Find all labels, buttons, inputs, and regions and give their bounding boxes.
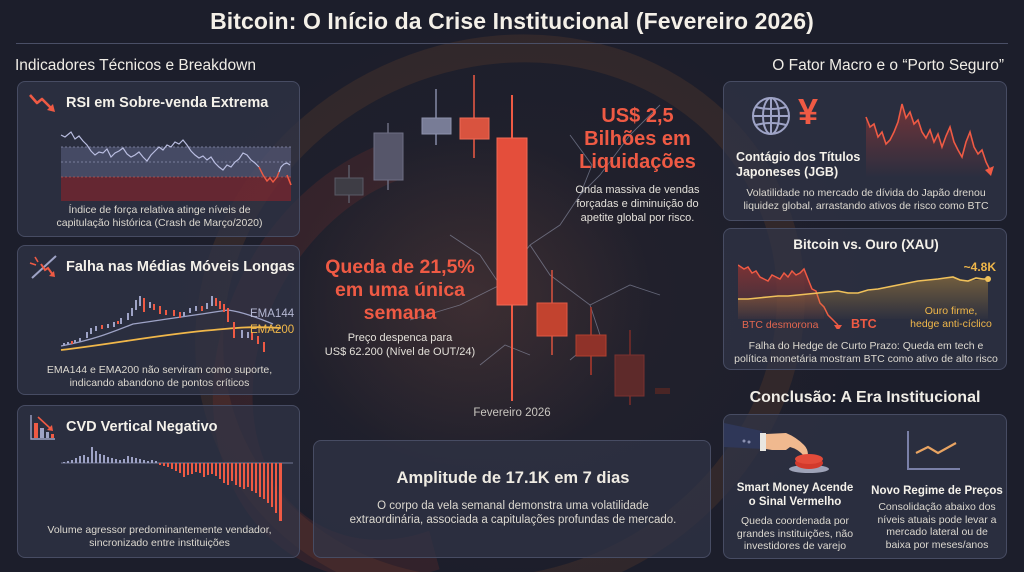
- liquidations-headline: US$ 2,5 Bilhões em Liquidações: [579, 105, 696, 173]
- yen-icon: ¥: [798, 91, 819, 132]
- ema144-label: EMA144: [250, 308, 295, 320]
- smart-money-title: Smart Money Acende o Sinal Vermelho: [736, 482, 854, 508]
- page-title: Bitcoin: O Início da Crise Institucional…: [210, 8, 814, 34]
- jgb-card-title: Contágio dos Títulos Japoneses (JGB): [736, 150, 861, 179]
- ema-card-description: EMA144 e EMA200 não serviram como suport…: [46, 364, 273, 389]
- cvd-histogram: [43, 441, 293, 523]
- broken-line-icon: [28, 254, 60, 280]
- rsi-card-title: RSI em Sobre-venda Extrema: [66, 95, 269, 111]
- ema-card: Falha nas Médias Móveis Longas: [17, 245, 300, 395]
- gold-value-label: ~4.8K: [963, 260, 996, 274]
- ema-candlestick-chart: [43, 288, 293, 356]
- btc-vs-gold-card: Bitcoin vs. Ouro (XAU) ~4.8K BTC desmoro…: [723, 228, 1007, 370]
- btc-vs-gold-chart: [738, 259, 998, 329]
- ema-card-title: Falha nas Médias Móveis Longas: [66, 259, 295, 275]
- btc-line-label: BTC: [851, 317, 877, 331]
- bar-chart-down-icon: [29, 413, 57, 441]
- btc-vs-gold-title: Bitcoin vs. Ouro (XAU): [793, 237, 939, 252]
- amplitude-description: O corpo da vela semanal demonstra uma vo…: [349, 500, 677, 526]
- chart-x-label: Fevereiro 2026: [473, 407, 551, 419]
- weekly-candlestick-chart: [330, 75, 670, 405]
- btc-vs-gold-description: Falha do Hedge de Curto Prazo: Queda em …: [734, 340, 998, 365]
- cvd-card-title: CVD Vertical Negativo: [66, 419, 218, 435]
- conclusion-title: Conclusão: A Era Institucional: [749, 389, 981, 406]
- liquidations-description: Onda massiva de vendas forçadas e diminu…: [575, 184, 700, 224]
- new-regime-title: Novo Regime de Preços: [871, 485, 1003, 497]
- conclusion-card: Smart Money Acende o Sinal Vermelho Qued…: [723, 414, 1007, 559]
- hand-pressing-red-button-icon: [724, 419, 834, 481]
- line-chart-icon: [906, 429, 962, 471]
- ema200-label: EMA200: [250, 324, 295, 336]
- title-divider: [16, 43, 1008, 44]
- jgb-declining-chart: [864, 92, 999, 178]
- new-regime-description: Consolidação abaixo dos níveis atuais po…: [877, 501, 997, 551]
- amplitude-card: Amplitude de 17.1K em 7 dias O corpo da …: [313, 440, 711, 558]
- jgb-card-description: Volatilidade no mercado de dívida do Jap…: [743, 187, 989, 212]
- rsi-card: RSI em Sobre-venda Extrema Índice de for…: [17, 81, 300, 237]
- cvd-card: CVD Vertical Negativo: [17, 405, 300, 558]
- smart-money-description: Queda coordenada por grandes instituiçõe…: [736, 515, 854, 552]
- weekly-drop-description: Preço despenca para US$ 62.200 (Nível de…: [324, 332, 476, 358]
- btc-caption: BTC desmorona: [742, 319, 819, 331]
- rsi-chart: [43, 127, 293, 202]
- left-section-title: Indicadores Técnicos e Breakdown: [15, 57, 256, 74]
- right-section-title: O Fator Macro e o “Porto Seguro”: [772, 57, 1004, 74]
- gold-caption: Ouro firme, hedge anti-cíclico: [910, 305, 992, 330]
- globe-icon: [750, 95, 792, 137]
- cvd-card-description: Volume agressor predominantemente vendad…: [47, 524, 272, 549]
- trend-down-arrow-icon: [28, 92, 58, 114]
- amplitude-title: Amplitude de 17.1K em 7 dias: [396, 469, 630, 487]
- jgb-card: ¥ Contágio dos Títulos Japoneses (JGB) V…: [723, 81, 1007, 221]
- weekly-drop-headline: Queda de 21,5% em uma única semana: [325, 256, 475, 324]
- rsi-card-description: Índice de força relativa atinge níveis d…: [56, 204, 263, 229]
